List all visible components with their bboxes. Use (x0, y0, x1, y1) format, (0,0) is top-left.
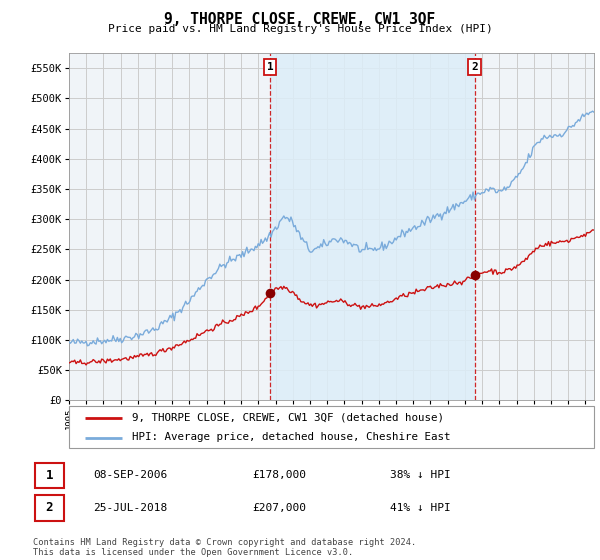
Text: 2: 2 (46, 501, 53, 515)
Text: £178,000: £178,000 (252, 470, 306, 480)
Text: 1: 1 (267, 62, 274, 72)
Text: HPI: Average price, detached house, Cheshire East: HPI: Average price, detached house, Ches… (132, 432, 451, 442)
Text: 41% ↓ HPI: 41% ↓ HPI (390, 503, 451, 513)
Text: Price paid vs. HM Land Registry's House Price Index (HPI): Price paid vs. HM Land Registry's House … (107, 24, 493, 34)
Text: 2: 2 (471, 62, 478, 72)
Bar (270, 53, 475, 400)
Text: 38% ↓ HPI: 38% ↓ HPI (390, 470, 451, 480)
Text: 9, THORPE CLOSE, CREWE, CW1 3QF (detached house): 9, THORPE CLOSE, CREWE, CW1 3QF (detache… (132, 413, 444, 423)
Text: Contains HM Land Registry data © Crown copyright and database right 2024.
This d: Contains HM Land Registry data © Crown c… (33, 538, 416, 557)
Text: £207,000: £207,000 (252, 503, 306, 513)
Text: 9, THORPE CLOSE, CREWE, CW1 3QF: 9, THORPE CLOSE, CREWE, CW1 3QF (164, 12, 436, 27)
Text: 25-JUL-2018: 25-JUL-2018 (93, 503, 167, 513)
Text: 08-SEP-2006: 08-SEP-2006 (93, 470, 167, 480)
Text: 1: 1 (46, 469, 53, 482)
